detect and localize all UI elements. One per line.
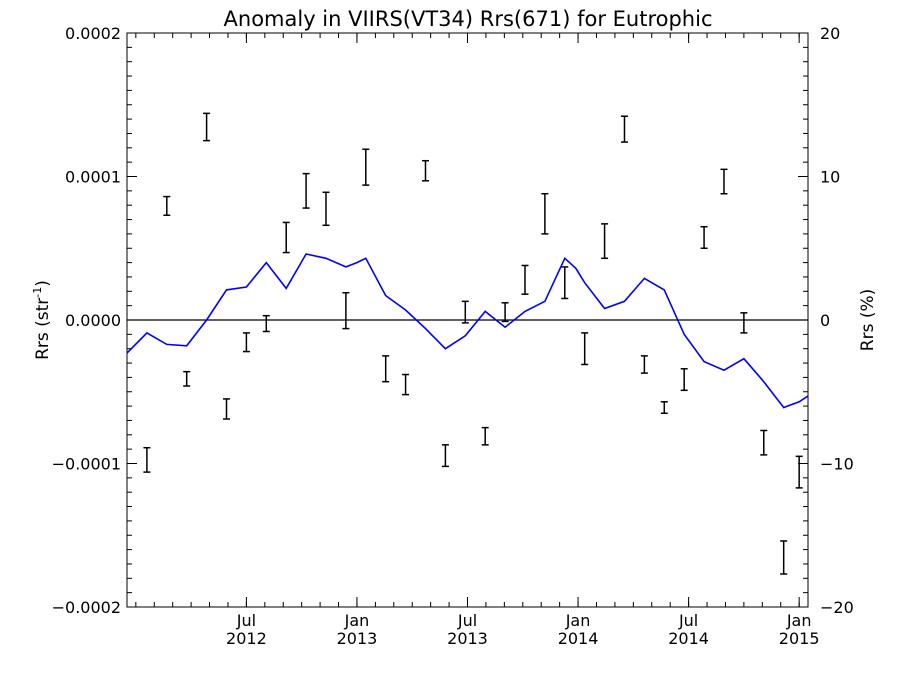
errorbar [302,172,310,209]
errorbar [760,429,768,456]
errorbar [402,373,410,396]
left-axis: 0.0002 0.0001 0.0000 −0.0001 −0.0002 [52,24,137,617]
errorbar [680,368,688,392]
right-tick-label: −20 [820,598,854,617]
errorbar [501,302,509,323]
errorbar [700,225,708,249]
errorbar-series [143,112,803,575]
left-tick-label: −0.0002 [52,598,121,617]
errorbar [720,168,728,195]
right-tick-label: 0 [820,311,830,330]
left-tick-label: 0.0000 [65,311,121,330]
left-axis-label: Rrs (str-1) [31,280,53,360]
errorbar [441,444,449,468]
errorbar [143,446,151,473]
x-tick-year-label: 2014 [558,629,599,648]
errorbar [481,426,489,446]
x-tick-month-label: Jul [236,611,256,630]
right-axis-label: Rrs (%) [858,289,878,351]
chart-title: Anomaly in VIIRS(VT34) Rrs(671) for Eutr… [224,7,713,31]
errorbar [541,192,549,235]
errorbar [640,355,648,374]
x-tick-year-label: 2012 [226,629,267,648]
errorbar [620,115,628,143]
x-axis: Jul2012Jan2013Jul2013Jan2014Jul2014Jan20… [135,33,820,648]
left-axis-label-superscript: -1 [31,287,44,298]
x-tick-month-label: Jul [678,611,698,630]
left-tick-label: −0.0001 [52,455,121,474]
right-axis: 20 10 0 −10 −20 [798,24,854,617]
errorbar [183,370,191,387]
errorbar [222,398,230,420]
errorbar [780,540,788,575]
line-series [126,253,809,409]
errorbar [382,355,390,383]
errorbar [242,332,250,353]
errorbar [461,300,469,324]
errorbar [342,291,350,330]
errorbar [601,223,609,260]
x-tick-month-label: Jan [565,611,591,630]
errorbar [521,264,529,295]
errorbar [660,401,668,415]
right-tick-label: 20 [820,24,840,43]
left-tick-label: 0.0002 [65,24,121,43]
x-tick-year-label: 2015 [779,629,820,648]
errorbar [581,332,589,366]
errorbar [262,314,270,333]
errorbar [421,159,429,182]
errorbar [795,455,803,489]
errorbar [561,266,569,300]
left-tick-label: 0.0001 [65,168,121,187]
x-tick-year-label: 2014 [668,629,709,648]
errorbar [282,221,290,254]
x-tick-year-label: 2013 [447,629,488,648]
errorbar [362,148,370,186]
x-tick-month-label: Jan [786,611,812,630]
errorbar [203,112,211,142]
errorbar [322,191,330,227]
x-tick-year-label: 2013 [337,629,378,648]
x-tick-month-label: Jan [344,611,370,630]
right-tick-label: 10 [820,168,840,187]
right-tick-label: −10 [820,455,854,474]
errorbar [740,312,748,334]
x-tick-month-label: Jul [457,611,477,630]
anomaly-line [126,253,809,409]
errorbar [163,195,171,216]
